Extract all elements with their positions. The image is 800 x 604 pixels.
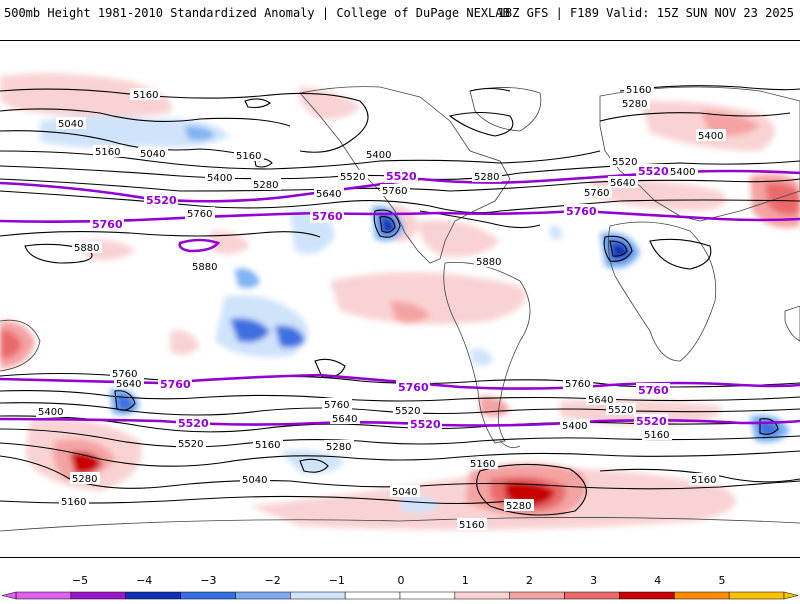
contour-label: 5160 — [133, 90, 158, 101]
contour-labels: 5160 5040 5160 5040 5160 5280 5400 5520 … — [36, 83, 726, 531]
anomaly-shading — [0, 73, 800, 530]
contour-label: 5760 — [584, 188, 609, 199]
highlight-label: 5760 — [566, 205, 597, 218]
colorbar-segment — [399, 591, 456, 600]
contour-label: 5400 — [207, 173, 232, 184]
contour-label: 5520 — [608, 405, 633, 416]
colorbar-segment — [235, 591, 291, 600]
contour-label: 5160 — [626, 85, 651, 96]
contour-label: 5520 — [178, 439, 203, 450]
highlight-label: 5520 — [638, 165, 669, 178]
colorbar-segment — [15, 591, 72, 600]
header: 500mb Height 1981-2010 Standardized Anom… — [0, 0, 800, 40]
contour-label: 5400 — [366, 150, 391, 161]
colorbar-segment — [180, 591, 236, 600]
colorbar-tick-label: −4 — [136, 574, 152, 587]
highlight-label: 5520 — [178, 417, 209, 430]
contour-label: 5280 — [474, 172, 499, 183]
highlight-label: 5760 — [398, 381, 429, 394]
contour-label: 5640 — [316, 189, 341, 200]
colorbar-segment — [125, 591, 181, 600]
colorbar-segment — [454, 591, 510, 600]
contour-label: 5160 — [691, 475, 716, 486]
highlight-label: 5760 — [638, 384, 669, 397]
colorbar-ticks: −5 −4 −3 −2 −1 0 1 2 3 4 5 — [72, 574, 726, 587]
colorbar-tick-label: 0 — [398, 574, 405, 587]
colorbar-min-arrow — [1, 591, 17, 600]
highlight-label: 5520 — [636, 415, 667, 428]
contour-label: 5880 — [476, 257, 501, 268]
contour-label: 5280 — [622, 99, 647, 110]
colorbar-tick-label: −5 — [72, 574, 88, 587]
contour-label: 5760 — [112, 369, 137, 380]
contour-label: 5040 — [242, 475, 267, 486]
colorbar-tick-label: 1 — [462, 574, 469, 587]
highlight-label: 5520 — [386, 170, 417, 183]
contour-label: 5760 — [382, 186, 407, 197]
colorbar-tick-label: 2 — [526, 574, 533, 587]
contour-label: 5880 — [192, 262, 217, 273]
colorbar: −5 −4 −3 −2 −1 0 1 2 3 4 5 — [0, 566, 800, 600]
highlight-label: 5520 — [410, 418, 441, 431]
highlight-labels: 5520 5760 5760 5520 5520 5760 5760 5760 … — [90, 164, 670, 431]
contour-label: 5760 — [565, 379, 590, 390]
colorbar-tick-label: 3 — [590, 574, 597, 587]
colorbar-max-arrow — [783, 591, 799, 600]
contour-label: 5640 — [588, 395, 613, 406]
model-run-info: 18Z GFS | F189 Valid: 15Z SUN NOV 23 202… — [497, 6, 794, 20]
highlight-label: 5760 — [92, 218, 123, 231]
contour-label: 5160 — [470, 459, 495, 470]
contour-label: 5160 — [95, 147, 120, 158]
colorbar-segment — [290, 591, 346, 600]
contour-label: 5880 — [74, 243, 99, 254]
contour-label: 5040 — [392, 487, 417, 498]
colorbar-svg: −5 −4 −3 −2 −1 0 1 2 3 4 5 — [1, 574, 799, 600]
highlight-label: 5760 — [312, 210, 343, 223]
contour-label: 5520 — [340, 172, 365, 183]
label-bg — [130, 88, 160, 100]
contour-label: 5640 — [610, 178, 635, 189]
colorbar-segments — [1, 591, 799, 600]
colorbar-segment — [728, 591, 785, 600]
colorbar-segment — [70, 591, 126, 600]
contour-label: 5160 — [61, 497, 86, 508]
contour-label: 5160 — [236, 151, 261, 162]
contour-label: 5640 — [116, 379, 141, 390]
colorbar-tick-label: 4 — [654, 574, 661, 587]
contour-label: 5280 — [506, 501, 531, 512]
map-frame: 5160 5040 5160 5040 5160 5280 5400 5520 … — [0, 40, 800, 558]
coastlines — [0, 86, 800, 532]
contour-label: 5160 — [459, 520, 484, 531]
colorbar-segment — [619, 591, 675, 600]
contour-label: 5520 — [612, 157, 637, 168]
colorbar-segment — [564, 591, 620, 600]
contour-label: 5400 — [562, 421, 587, 432]
contour-label: 5040 — [58, 119, 83, 130]
highlight-label: 5760 — [160, 378, 191, 391]
contour-label: 5160 — [255, 440, 280, 451]
contour-label: 5520 — [395, 406, 420, 417]
colorbar-segment — [509, 591, 565, 600]
contour-label: 5400 — [38, 407, 63, 418]
contour-label: 5760 — [187, 209, 212, 220]
contour-label: 5280 — [72, 474, 97, 485]
contour-label: 5040 — [140, 149, 165, 160]
contour-label: 5160 — [644, 430, 669, 441]
contour-label: 5760 — [324, 400, 349, 411]
colorbar-tick-label: −2 — [264, 574, 280, 587]
colorbar-segment — [344, 591, 401, 600]
contour-label: 5280 — [253, 180, 278, 191]
contour-label: 5400 — [670, 167, 695, 178]
contour-label: 5400 — [698, 131, 723, 142]
contour-label: 5280 — [326, 442, 351, 453]
colorbar-tick-label: −3 — [200, 574, 216, 587]
colorbar-tick-label: 5 — [719, 574, 726, 587]
anomaly-map: 5160 5040 5160 5040 5160 5280 5400 5520 … — [0, 73, 800, 532]
contour-label: 5640 — [332, 414, 357, 425]
map-title: 500mb Height 1981-2010 Standardized Anom… — [4, 6, 510, 20]
highlight-label: 5520 — [146, 194, 177, 207]
colorbar-segment — [674, 591, 730, 600]
colorbar-tick-label: −1 — [329, 574, 345, 587]
